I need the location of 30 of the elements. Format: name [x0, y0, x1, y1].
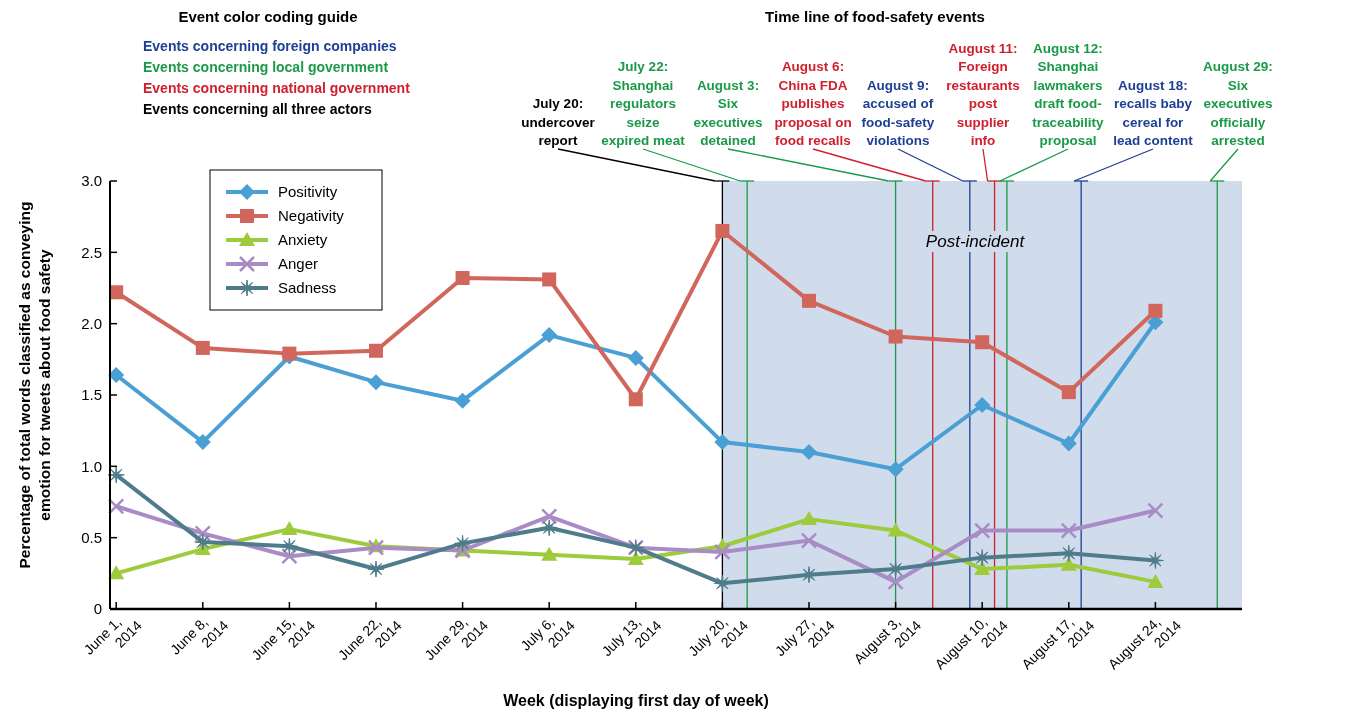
ref-line-label: August 3: Six executives detained: [693, 77, 763, 148]
legend-label: Negativity: [278, 207, 345, 225]
text: Events concerning national government: [143, 80, 411, 96]
ref-line-label: August 6: China FDA publishes proposal on food recalls: [774, 59, 852, 148]
ref-line-label: August 18: recalls baby cereal for lead content: [1113, 77, 1194, 148]
y-tick-label: 1.0: [81, 457, 102, 475]
y-tick-label: 2.0: [81, 314, 102, 332]
legend-label: Anger: [278, 255, 319, 273]
text: Event color coding guide: [178, 8, 358, 25]
ref-line-label: August 29: Six executives officially arrested: [1203, 59, 1273, 148]
y-tick-label: 0: [93, 600, 102, 618]
text: Events concerning foreign companies: [143, 38, 397, 54]
y-tick-label: 0.5: [81, 528, 102, 546]
text: Events concerning all three actors: [143, 101, 372, 117]
legend-label: Sadness: [278, 279, 337, 297]
legend-label: Anxiety: [278, 231, 328, 249]
ref-line-label: August 11: Foreign restaurants post supplier info: [946, 40, 1020, 148]
legend-label: Positivity: [278, 183, 338, 201]
x-axis-title: Week (displaying first day of week): [503, 692, 769, 709]
ref-line-label: July 22: Shanghai regulators seize expired meat: [601, 59, 686, 148]
text: Events concerning local government: [143, 59, 389, 75]
y-axis-title: Percentage of total words classified as conveying emotion for tweets about food safety: [16, 201, 53, 569]
y-tick-label: 1.5: [81, 386, 102, 404]
text: Time line of food-safety events: [765, 8, 985, 25]
ref-line-label: July 20: undercover report: [521, 96, 596, 148]
ref-line-label: August 9: accused of food-safety violations: [861, 77, 935, 148]
y-tick-label: 2.5: [81, 243, 102, 261]
ref-line-label: August 12: Shanghai lawmakers draft food-traceability proposal: [1032, 40, 1105, 148]
y-tick-label: 3.0: [81, 172, 102, 190]
band-label: Post-incident: [925, 232, 1026, 251]
